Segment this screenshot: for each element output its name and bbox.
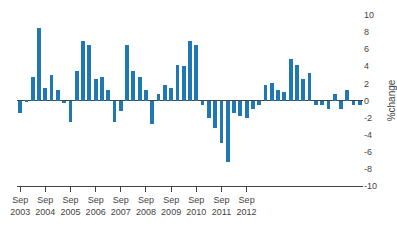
svg-text:-6: -6 bbox=[364, 147, 372, 157]
svg-text:-8: -8 bbox=[364, 164, 372, 174]
svg-text:Sep2012: Sep2012 bbox=[237, 195, 257, 217]
svg-text:Sep2006: Sep2006 bbox=[86, 195, 106, 217]
svg-text:8: 8 bbox=[364, 27, 369, 37]
svg-text:%change: %change bbox=[386, 79, 397, 121]
svg-text:-4: -4 bbox=[364, 130, 372, 140]
svg-text:Sep2009: Sep2009 bbox=[161, 195, 181, 217]
svg-text:Sep2008: Sep2008 bbox=[136, 195, 156, 217]
svg-text:Sep2003: Sep2003 bbox=[10, 195, 30, 217]
svg-text:-2: -2 bbox=[364, 113, 372, 123]
svg-text:6: 6 bbox=[364, 44, 369, 54]
svg-text:2: 2 bbox=[364, 79, 369, 89]
svg-text:0: 0 bbox=[364, 96, 369, 106]
svg-text:Sep2010: Sep2010 bbox=[186, 195, 206, 217]
svg-text:10: 10 bbox=[364, 10, 374, 20]
svg-text:Sep2004: Sep2004 bbox=[35, 195, 55, 217]
svg-text:4: 4 bbox=[364, 61, 369, 71]
svg-text:-10: -10 bbox=[364, 181, 377, 191]
svg-text:Sep2011: Sep2011 bbox=[212, 195, 231, 217]
svg-text:Sep2005: Sep2005 bbox=[60, 195, 80, 217]
svg-text:Sep2007: Sep2007 bbox=[111, 195, 131, 217]
